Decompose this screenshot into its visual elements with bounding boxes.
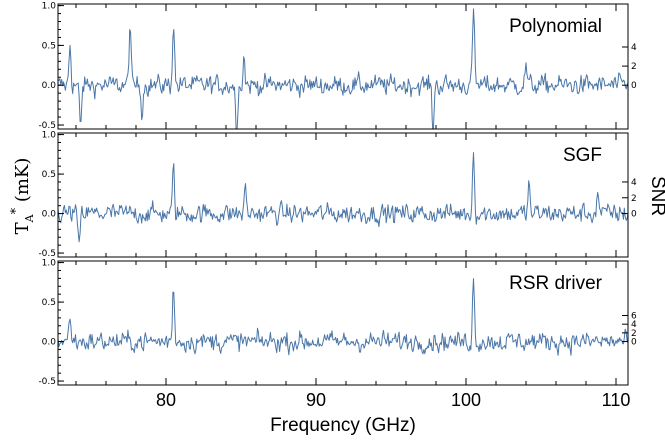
y-axis-title-left: TA* (mK) — [9, 158, 36, 235]
panel-1: -0.5 0.0 0.5 1.0 0 2 4 Polynomial — [38, 2, 637, 131]
spectrum-trace-3 — [58, 278, 628, 356]
y-tick-label: 0.5 — [42, 298, 56, 308]
snr-tick-label: 2 — [631, 329, 637, 339]
spectrum-trace-2 — [58, 152, 628, 243]
panels-group: -0.50.00.51.0024Polynomial-0.50.00.51.00… — [38, 2, 637, 387]
y-tick-label: 1.0 — [42, 259, 57, 269]
snr-tick-label: 4 — [631, 43, 637, 53]
x-tick-label: 80 — [156, 390, 176, 410]
panel-label: Polynomial — [509, 16, 602, 37]
y-tick-label: 1.0 — [42, 131, 57, 141]
y-tick-label: 0.5 — [42, 170, 56, 180]
y-tick-label: -0.5 — [38, 249, 56, 259]
panel-2: -0.5 0.0 0.5 1.0 0 2 4 SGF — [38, 131, 637, 259]
x-axis-title: Frequency (GHz) — [270, 415, 416, 436]
snr-tick-label: 0 — [631, 338, 637, 348]
snr-tick-label: 4 — [631, 178, 637, 188]
y-axis-title-unit: (mK) — [12, 158, 33, 203]
snr-tick-label: 4 — [631, 320, 637, 330]
x-tick-label: 100 — [451, 390, 481, 410]
y-tick-label: 0.0 — [42, 81, 57, 91]
x-tick-label: 110 — [602, 390, 631, 410]
y-tick-label: -0.5 — [38, 377, 56, 387]
snr-tick-label: 2 — [631, 62, 637, 72]
y-axis-title-sup: * — [9, 207, 24, 214]
y-tick-label: 1.0 — [42, 2, 57, 12]
y-tick-label: 0.0 — [42, 338, 57, 348]
snr-tick-label: 6 — [631, 311, 637, 321]
x-tick-labels: 80 90 100 110 — [156, 390, 630, 410]
y-tick-label: 0.5 — [42, 41, 56, 51]
y-axis-title-right: SNR — [647, 176, 665, 216]
spectrum-trace-1 — [58, 8, 628, 129]
y-tick-label: -0.5 — [38, 121, 56, 131]
y-axis-title-sub: A — [23, 213, 36, 223]
snr-tick-label: 0 — [631, 81, 637, 91]
y-tick-label: 0.0 — [42, 210, 57, 220]
panel-label: SGF — [563, 145, 602, 166]
panel-frame — [57, 132, 629, 258]
snr-tick-label: 2 — [631, 194, 637, 204]
panel-frame — [57, 260, 629, 386]
snr-tick-label: 0 — [631, 210, 637, 220]
panel-label: RSR driver — [509, 273, 603, 294]
x-tick-label: 90 — [306, 390, 326, 410]
y-axis-title-base: T — [12, 222, 33, 234]
